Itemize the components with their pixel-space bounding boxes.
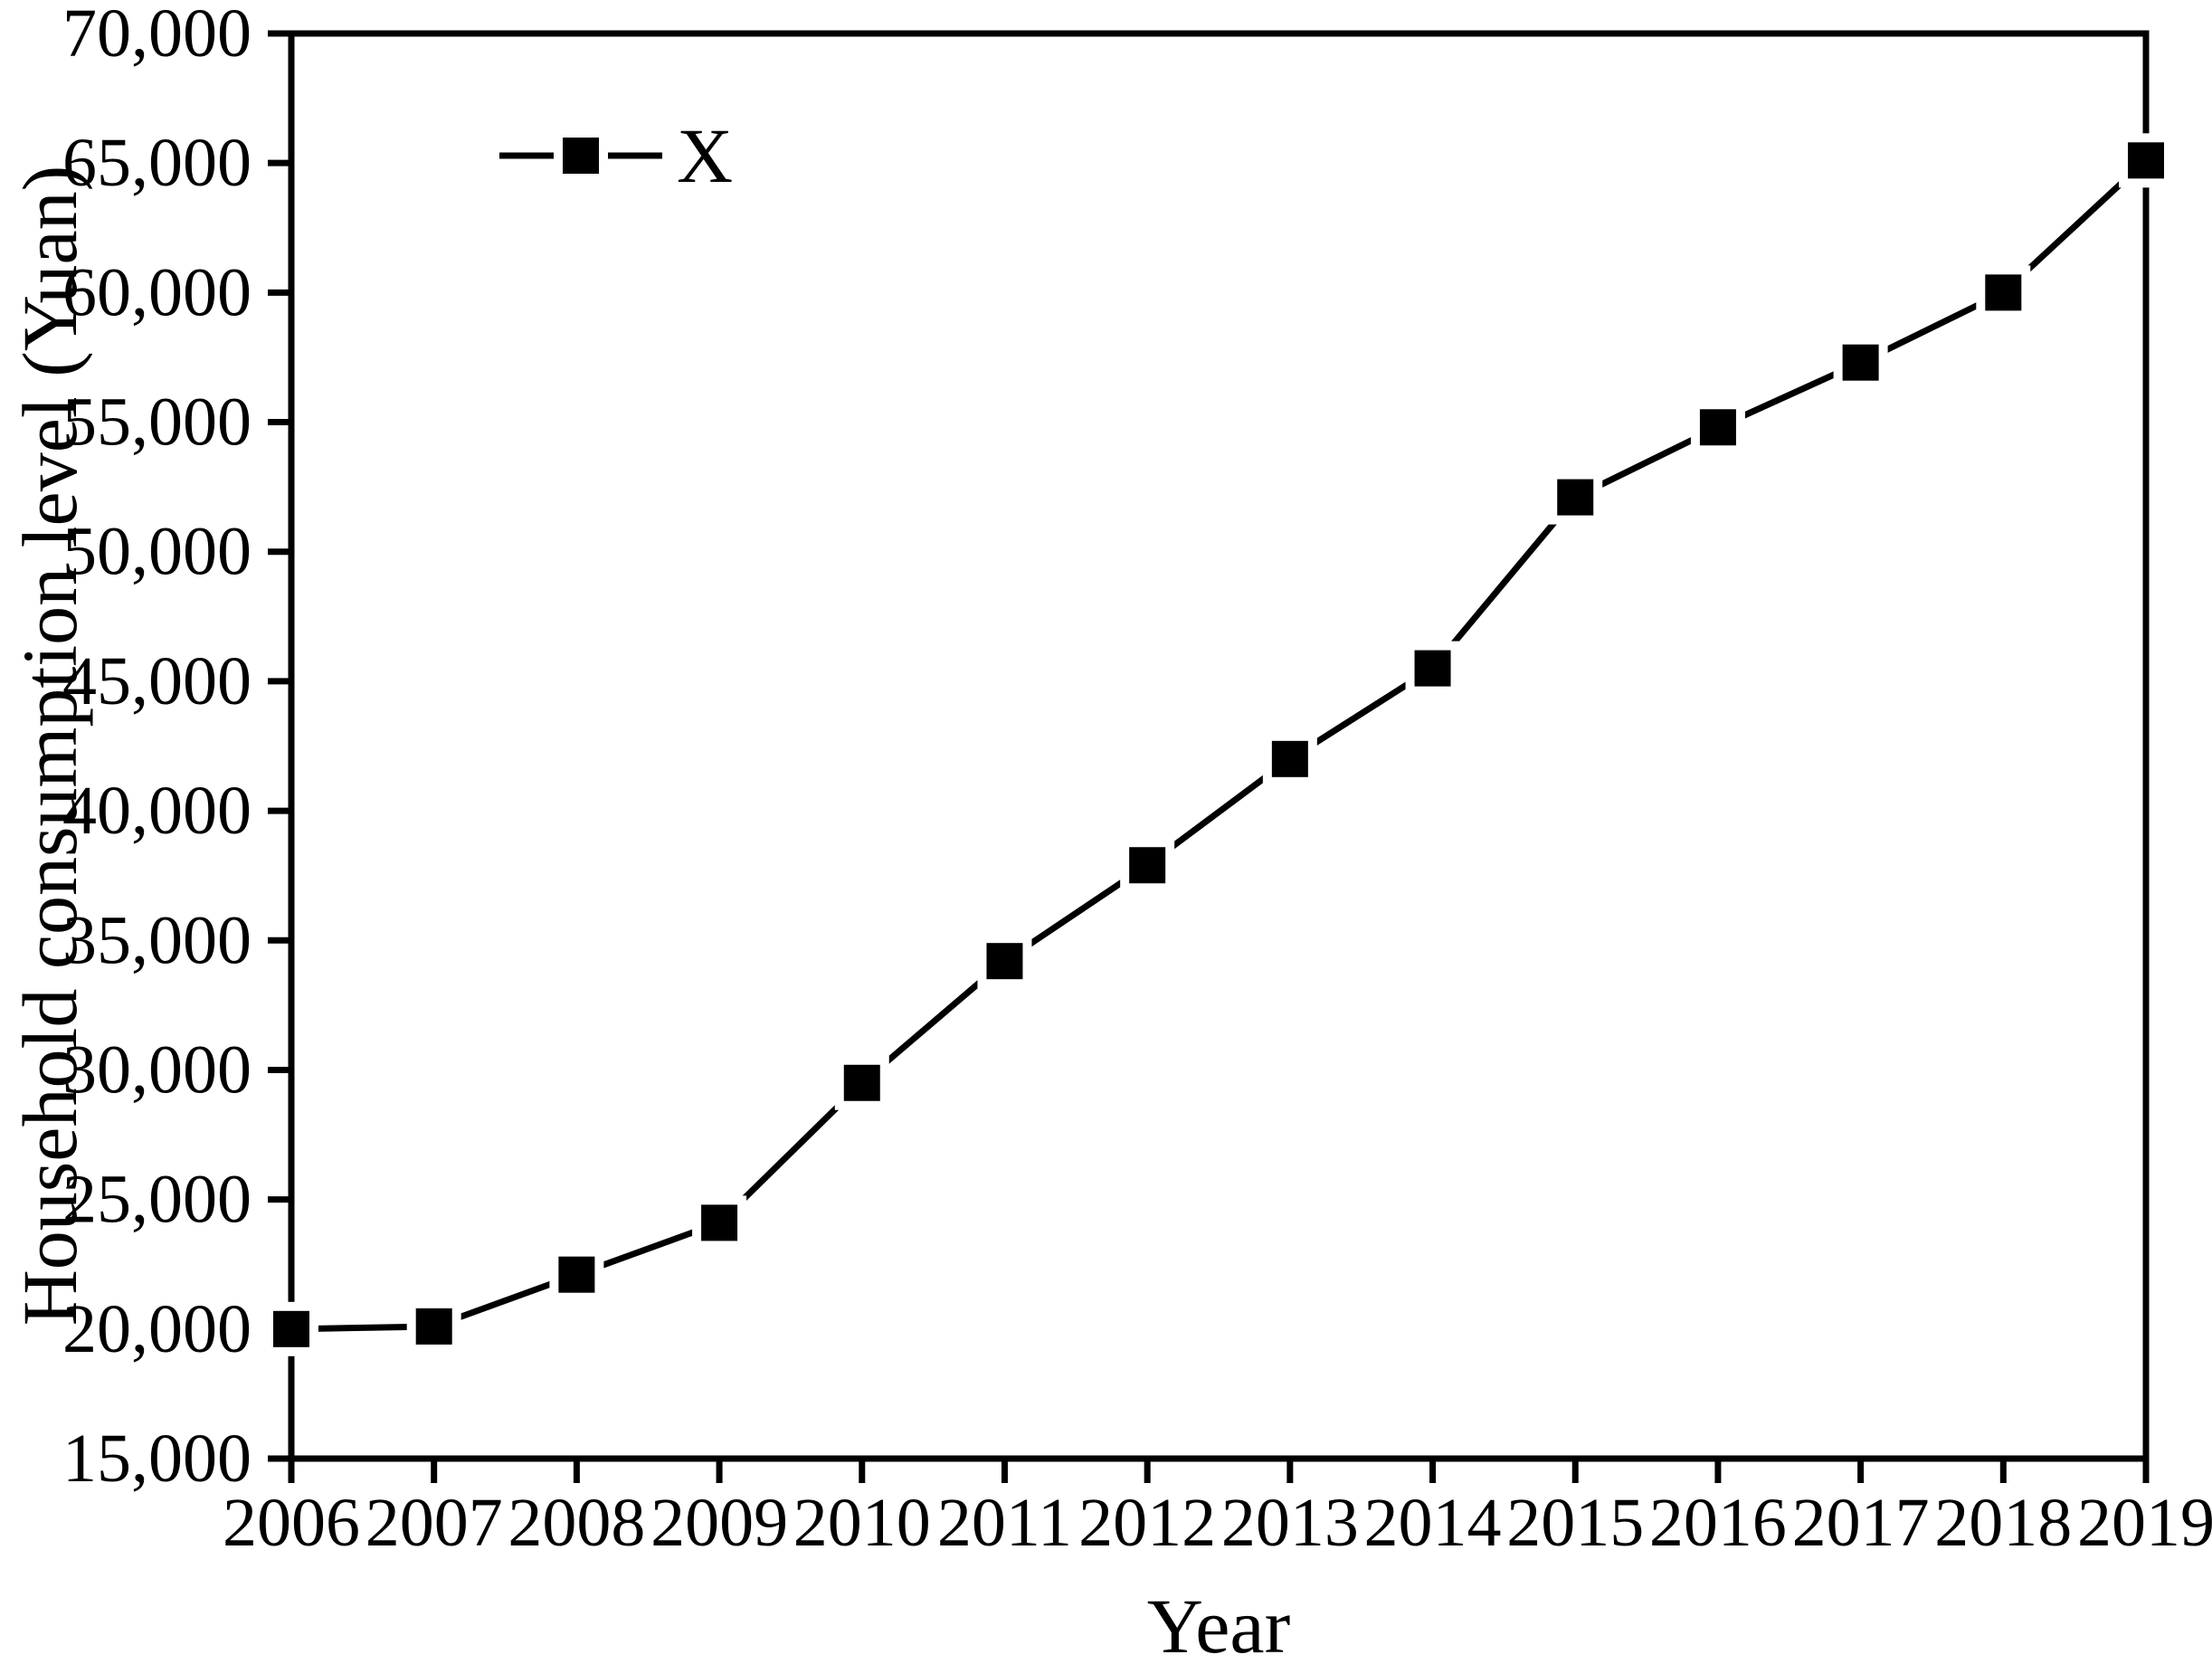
- marker-square: [273, 1310, 309, 1347]
- data-point-marker: [692, 1195, 747, 1250]
- x-tick-label: 2007: [366, 1485, 503, 1561]
- data-point-marker: [1548, 470, 1603, 525]
- x-axis-tick-labels: 2006 2007 2008 2009 2010 2011 2012 2013 2014 2015…: [223, 1485, 2212, 1561]
- x-tick-label: 2009: [650, 1485, 788, 1561]
- data-point-marker: [1120, 838, 1175, 893]
- x-tick-label: 2010: [793, 1485, 931, 1561]
- x-tick-label: 2015: [1506, 1485, 1644, 1561]
- y-tick-label: 40,000: [62, 773, 252, 849]
- data-point-marker: [1262, 731, 1317, 786]
- x-tick-label: 2006: [223, 1485, 360, 1561]
- marker-square: [1271, 740, 1308, 777]
- data-point-marker: [2119, 133, 2173, 188]
- marker-square: [1842, 344, 1879, 381]
- marker-square: [2128, 142, 2164, 179]
- x-tick-label: 2008: [508, 1485, 645, 1561]
- legend: X: [499, 112, 733, 199]
- x-tick-label: 2014: [1364, 1485, 1502, 1561]
- data-point-marker: [264, 1301, 318, 1356]
- x-tick-label: 2017: [1792, 1485, 1930, 1561]
- y-tick-label: 15,000: [62, 1421, 252, 1497]
- data-point-marker: [406, 1298, 461, 1354]
- data-point-marker: [1690, 400, 1745, 455]
- x-tick-label: 2012: [1078, 1485, 1216, 1561]
- marker-square: [1129, 847, 1166, 884]
- legend-label: X: [677, 112, 733, 199]
- marker-square: [701, 1204, 738, 1241]
- y-tick-label: 55,000: [62, 385, 252, 461]
- y-tick-label: 65,000: [62, 125, 252, 201]
- x-axis-ticks: [288, 1459, 2150, 1483]
- y-tick-label: 20,000: [62, 1291, 252, 1367]
- data-point-marker: [1405, 641, 1460, 696]
- y-axis-title: Household consumption level (Yuan): [6, 166, 93, 1326]
- x-tick-label: 2018: [1934, 1485, 2072, 1561]
- marker-square: [558, 1256, 595, 1293]
- marker-square: [1985, 274, 2022, 311]
- marker-square: [415, 1307, 452, 1345]
- y-tick-label: 50,000: [62, 514, 252, 590]
- data-point-marker: [977, 934, 1032, 989]
- y-tick-label: 30,000: [62, 1032, 252, 1108]
- y-tick-label: 45,000: [62, 643, 252, 719]
- marker-square: [986, 943, 1023, 980]
- x-tick-label: 2016: [1649, 1485, 1787, 1561]
- marker-square: [1699, 409, 1736, 446]
- plot-border: [288, 30, 2150, 1462]
- y-tick-label: 70,000: [62, 0, 252, 71]
- y-axis-tick-labels: 15,000 20,000 25,000 30,000 35,000 40,000 45,0…: [62, 0, 252, 1497]
- x-tick-label: 2011: [937, 1485, 1072, 1561]
- x-tick-label: 2019: [2077, 1485, 2212, 1561]
- y-tick-label: 25,000: [62, 1162, 252, 1238]
- x-axis-title: Year: [1147, 1583, 1290, 1664]
- x-tick-label: 2013: [1221, 1485, 1359, 1561]
- legend-marker-square: [563, 138, 599, 174]
- y-axis-ticks: [268, 30, 291, 1462]
- y-tick-label: 35,000: [62, 902, 252, 978]
- marker-square: [1557, 479, 1594, 516]
- data-point-marker: [1976, 265, 2031, 320]
- data-point-markers: [264, 133, 2173, 1356]
- data-point-marker: [1833, 335, 1888, 390]
- y-tick-label: 60,000: [62, 254, 252, 330]
- data-point-marker: [834, 1055, 889, 1110]
- marker-square: [843, 1064, 880, 1101]
- data-point-marker: [549, 1247, 604, 1302]
- marker-square: [1414, 650, 1451, 687]
